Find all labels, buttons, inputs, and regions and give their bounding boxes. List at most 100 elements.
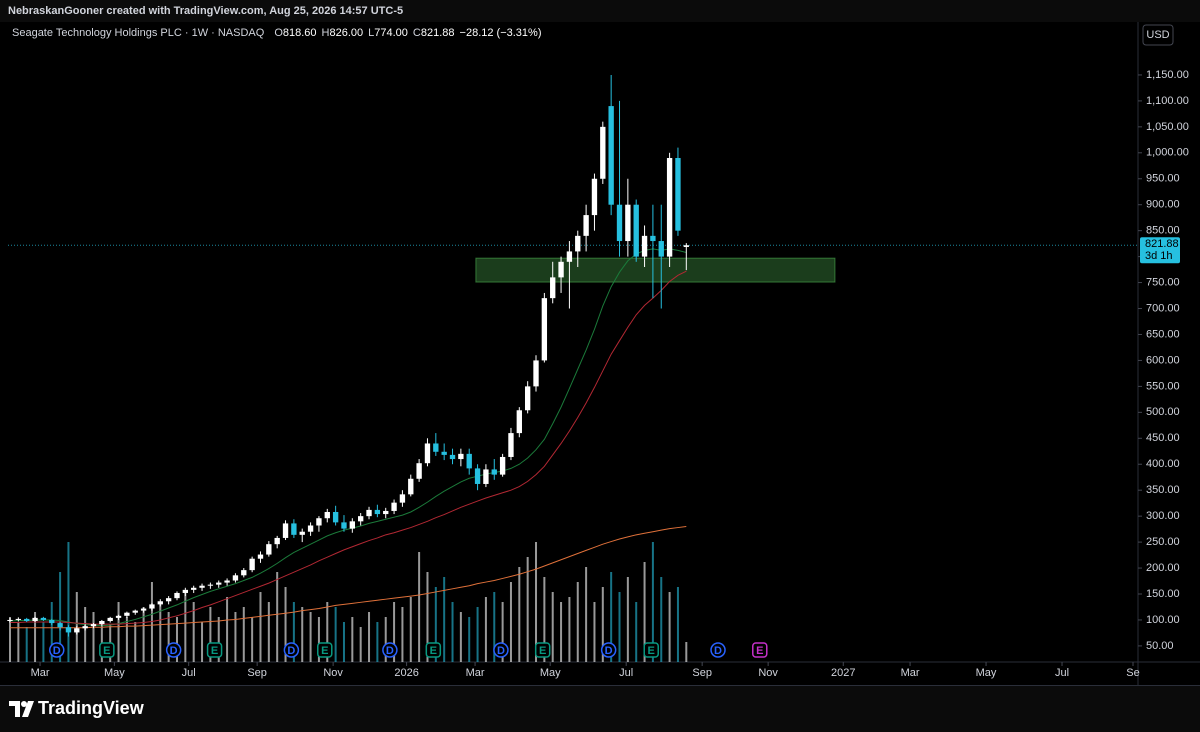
ohlc-value: 774.00 <box>374 27 408 39</box>
candle-body <box>24 618 30 621</box>
candle-body <box>216 582 222 585</box>
volume-bar <box>334 607 337 662</box>
volume-bar <box>476 607 479 662</box>
volume-bar <box>493 592 496 662</box>
candle-body <box>541 298 548 361</box>
candle-body <box>633 204 639 257</box>
volume-bar <box>59 572 62 662</box>
y-tick-label: 1,150.00 <box>1146 69 1189 81</box>
event-label: D <box>386 645 394 657</box>
y-tick-label: 150.00 <box>1146 588 1180 600</box>
x-tick-label: Sep <box>692 667 712 679</box>
volume-bar <box>401 607 404 662</box>
x-tick-label: Se <box>1126 667 1139 679</box>
candle-body <box>307 525 314 532</box>
candle-body <box>266 544 272 555</box>
volume-bar <box>142 607 145 662</box>
y-tick-label: 700.00 <box>1146 302 1180 314</box>
y-tick-label: 350.00 <box>1146 484 1180 496</box>
event-label: E <box>756 645 763 657</box>
currency[interactable]: USD <box>1146 29 1169 41</box>
candle-body <box>274 537 280 545</box>
ohlc-key: H <box>322 27 330 39</box>
volume-bar <box>685 642 688 662</box>
y-tick-label: 200.00 <box>1146 562 1180 574</box>
event-label: D <box>605 645 613 657</box>
y-tick-label: 400.00 <box>1146 458 1180 470</box>
volume-bar <box>676 587 679 662</box>
candle-body <box>666 157 673 257</box>
volume-bar <box>459 612 462 662</box>
event-label: D <box>287 645 295 657</box>
volume-bar <box>259 592 262 662</box>
volume-bar <box>585 567 588 662</box>
candle-body <box>391 502 397 511</box>
candle-body <box>99 620 105 625</box>
volume-bar <box>651 542 654 662</box>
event-label: E <box>321 645 328 657</box>
volume-bar <box>451 602 454 662</box>
candle-body <box>40 617 47 620</box>
x-tick-label: Jul <box>182 667 196 679</box>
logo-icon <box>9 701 34 717</box>
candle-body <box>591 178 598 216</box>
volume-bar <box>17 622 20 662</box>
volume-bar <box>668 592 671 662</box>
candle-body <box>374 509 381 515</box>
volume-bar <box>443 577 446 662</box>
volume-bar <box>526 557 529 662</box>
volume-bar <box>201 622 204 662</box>
candle-body <box>132 610 138 613</box>
volume-bar <box>117 602 120 662</box>
symbol-title: Seagate Technology Holdings PLC · 1W · N… <box>12 27 265 39</box>
volume-bar <box>251 617 254 662</box>
volume-bar <box>593 602 596 662</box>
x-tick-label: Mar <box>466 667 485 679</box>
volume-bar <box>326 602 329 662</box>
moving-average <box>9 248 687 627</box>
candle-body <box>508 433 514 457</box>
candle-body <box>358 516 364 522</box>
currency-button[interactable] <box>1142 24 1174 46</box>
volume-bar <box>50 602 53 662</box>
volume-bar <box>317 617 320 662</box>
volume-bar <box>301 607 304 662</box>
candle-body <box>416 463 422 479</box>
x-tick-label: 2026 <box>394 667 418 679</box>
ohlc-value: 826.00 <box>329 27 363 39</box>
x-tick-label: Mar <box>31 667 50 679</box>
volume-bar <box>518 567 521 662</box>
volume-bar <box>418 552 421 662</box>
candle-body <box>49 619 55 624</box>
candle-body <box>149 604 155 609</box>
volume-bar <box>276 572 279 662</box>
candle-body <box>107 617 113 621</box>
event-label: E <box>539 645 546 657</box>
volume-bar <box>226 597 229 662</box>
volume-bar <box>468 617 471 662</box>
candle-body <box>575 235 581 252</box>
candle-body <box>174 592 180 599</box>
candle-body <box>483 469 489 484</box>
candle-body <box>433 443 439 452</box>
volume-bar <box>393 602 396 662</box>
candle-body <box>282 523 289 538</box>
y-tick-label: 950.00 <box>1146 173 1180 185</box>
event-label: E <box>648 645 655 657</box>
volume-bar <box>234 612 237 662</box>
x-tick-label: May <box>540 667 561 679</box>
volume-bar <box>576 582 579 662</box>
y-tick-label: 900.00 <box>1146 199 1180 211</box>
candle-body <box>466 453 472 469</box>
candle-body <box>241 570 247 576</box>
x-tick-label: Jul <box>1055 667 1069 679</box>
y-tick-label: 1,050.00 <box>1146 121 1189 133</box>
candle-body <box>441 451 447 455</box>
y-tick-label: 1,100.00 <box>1146 95 1189 107</box>
x-tick-label: May <box>976 667 997 679</box>
candle-body <box>399 494 406 503</box>
volume-bar <box>267 602 270 662</box>
x-tick-label: Nov <box>323 667 343 679</box>
top-bar: NebraskanGooner created with TradingView… <box>0 0 1200 22</box>
candle-body <box>90 624 97 627</box>
